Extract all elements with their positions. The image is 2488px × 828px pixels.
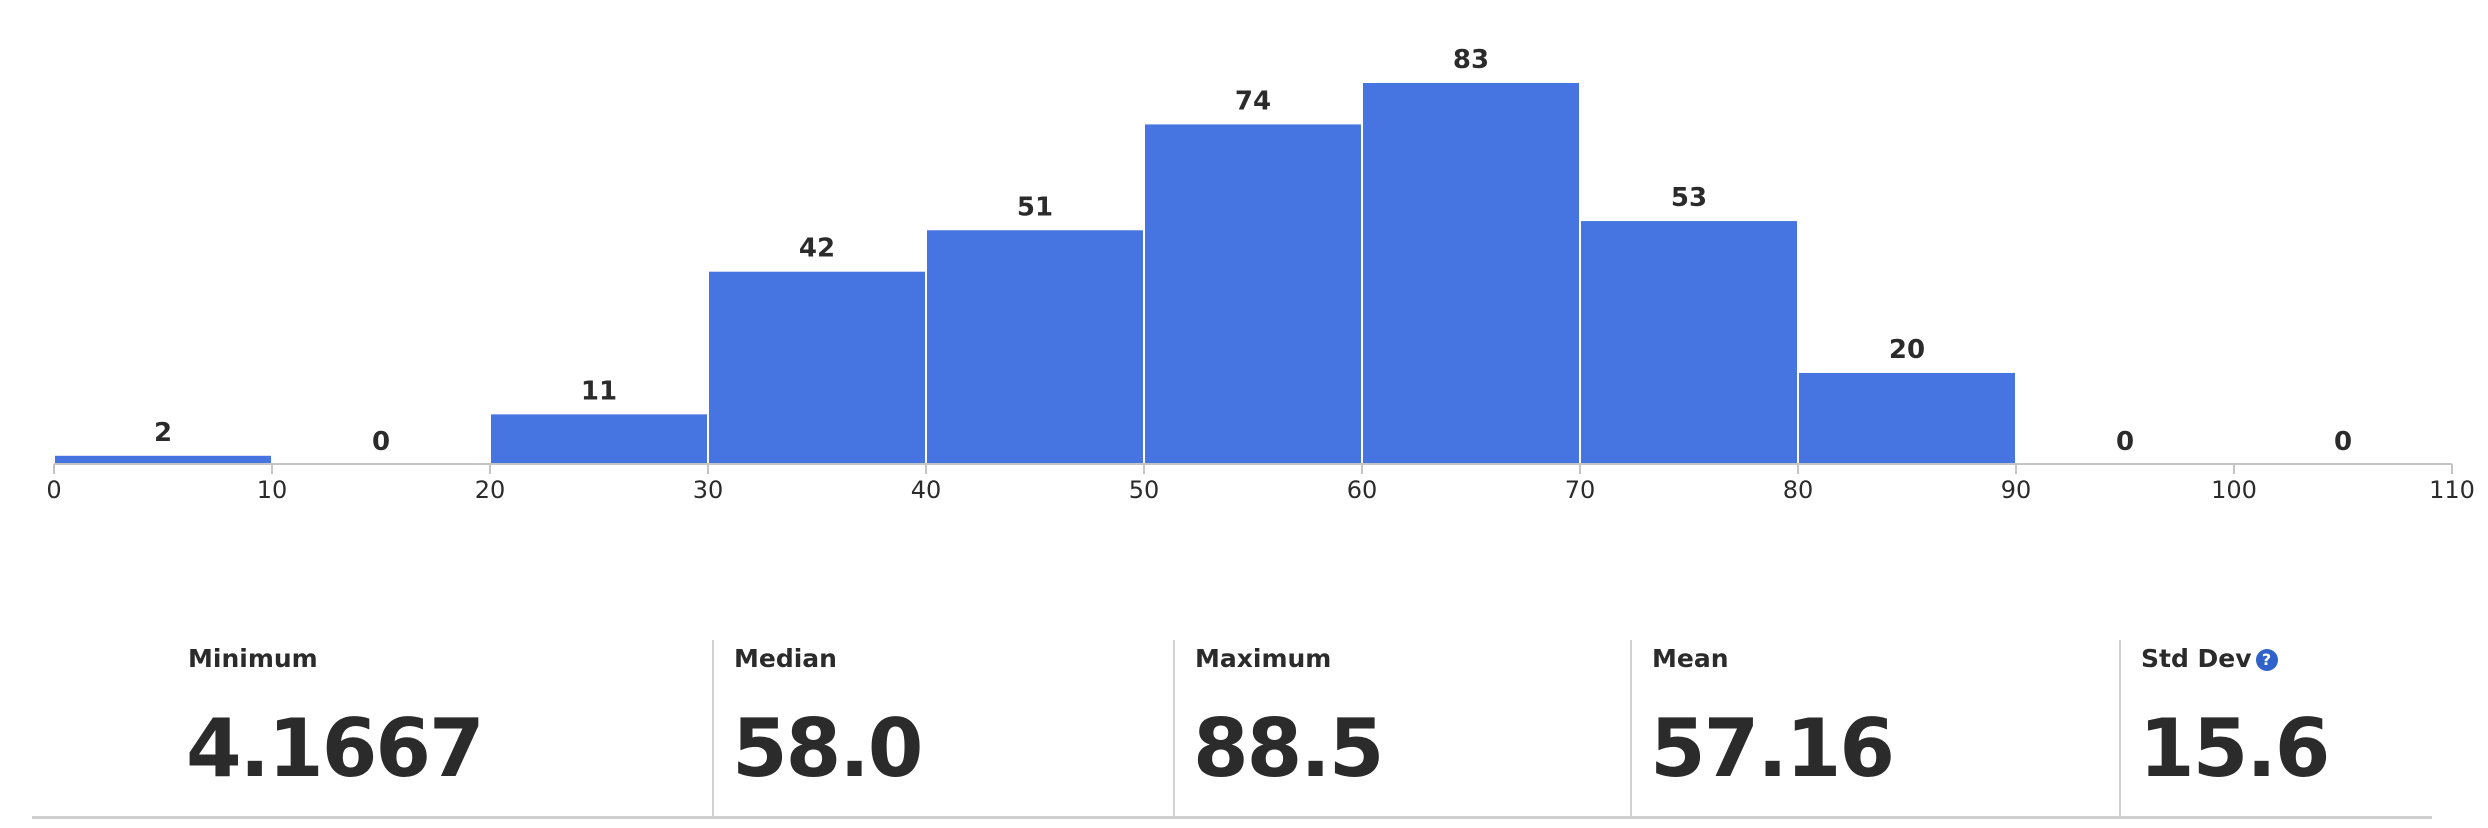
data-label-60-70: 83 [1453, 45, 1489, 75]
data-label-30-40: 42 [799, 234, 835, 264]
x-tick-label-20: 20 [475, 476, 506, 504]
x-tick-label-60: 60 [1347, 476, 1378, 504]
stat-maximum-value: 88.5 [1193, 702, 1384, 795]
stat-median-label: Median [734, 644, 837, 673]
stat-minimum-label: Minimum [188, 644, 318, 673]
question-circle-icon[interactable]: ? [2255, 649, 2278, 671]
bars-group [53, 81, 2017, 466]
stat-minimum-value: 4.1667 [186, 702, 485, 795]
data-label-50-60: 74 [1235, 86, 1271, 116]
x-tick-label-90: 90 [2001, 476, 2032, 504]
data-label-40-50: 51 [1017, 192, 1053, 222]
histogram-bar-80-90[interactable] [1797, 370, 2017, 466]
x-tick-label-50: 50 [1129, 476, 1160, 504]
stat-minimum: Minimum 4.1667 [32, 640, 712, 816]
x-tick-label-100: 100 [2211, 476, 2257, 504]
stat-median-value: 58.0 [732, 702, 923, 795]
data-label-10-20: 0 [372, 427, 390, 457]
stat-std-dev-value: 15.6 [2139, 702, 2330, 795]
data-label-0-10: 2 [154, 418, 172, 448]
stat-std-dev-label-row: Std Dev? [2141, 644, 2278, 673]
x-tick-label-70: 70 [1565, 476, 1596, 504]
histogram-bar-60-70[interactable] [1361, 81, 1581, 465]
data-label-20-30: 11 [581, 376, 617, 406]
x-tick-label-40: 40 [911, 476, 942, 504]
data-label-70-80: 53 [1671, 183, 1707, 213]
histogram-bar-20-30[interactable] [489, 412, 709, 466]
histogram-bar-40-50[interactable] [925, 228, 1145, 465]
data-label-100-110: 0 [2334, 427, 2352, 457]
x-tick-label-30: 30 [693, 476, 724, 504]
x-tick-label-110: 110 [2429, 476, 2475, 504]
stat-std-dev-label: Std Dev [2141, 644, 2252, 673]
histogram-bar-0-10[interactable] [53, 453, 273, 465]
histogram-bar-70-80[interactable] [1579, 219, 1799, 465]
data-label-80-90: 20 [1889, 335, 1925, 365]
data-label-90-100: 0 [2116, 427, 2134, 457]
histogram-bar-50-60[interactable] [1143, 122, 1363, 465]
stat-mean-value: 57.16 [1650, 702, 1895, 795]
histogram-bar-30-40[interactable] [707, 269, 927, 465]
stat-maximum: Maximum 88.5 [1173, 640, 1630, 816]
x-tick-label-10: 10 [257, 476, 288, 504]
stat-std-dev: Std Dev? 15.6 [2119, 640, 2432, 816]
stat-mean: Mean 57.16 [1630, 640, 2119, 816]
stat-median: Median 58.0 [712, 640, 1173, 816]
summary-stats: Minimum 4.1667 Median 58.0 Maximum 88.5 … [32, 640, 2432, 819]
stat-mean-label: Mean [1652, 644, 1729, 673]
x-tick-label-0: 0 [46, 476, 61, 504]
x-axis-ticks: 0 10 20 30 40 50 60 70 80 90 100 110 [46, 464, 2475, 504]
stat-maximum-label: Maximum [1195, 644, 1332, 673]
x-tick-label-80: 80 [1783, 476, 1814, 504]
